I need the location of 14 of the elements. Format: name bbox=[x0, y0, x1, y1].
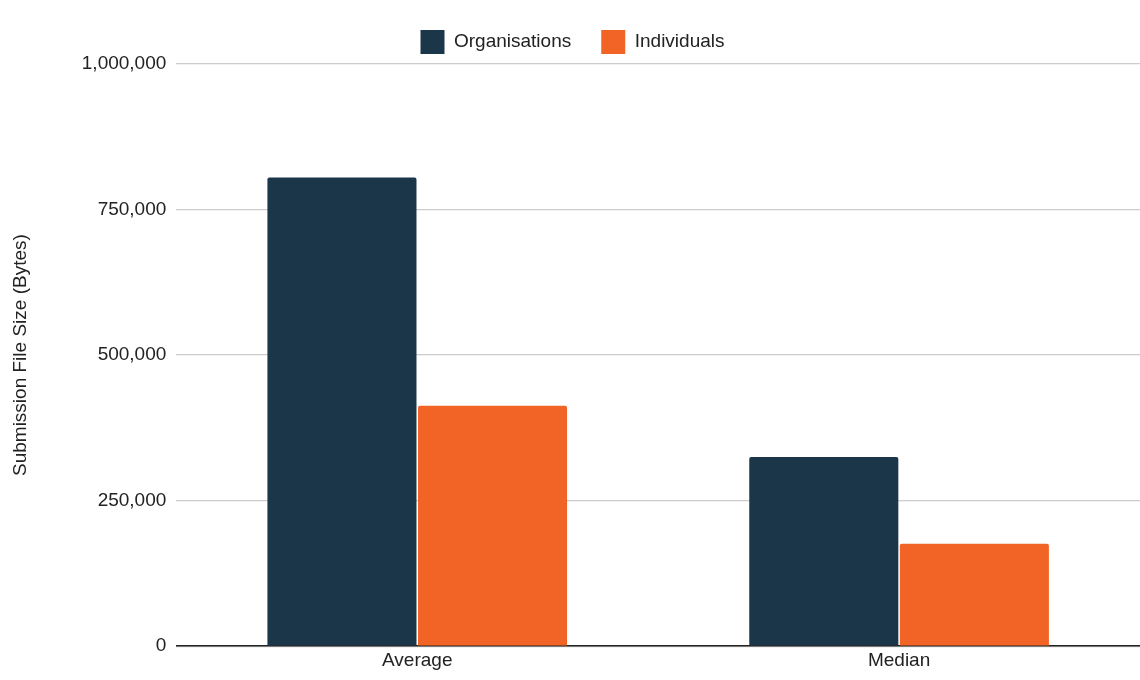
x-tick-label: Median bbox=[867, 648, 931, 670]
y-tick-label: 250,000 bbox=[97, 488, 167, 510]
x-tick-label: Average bbox=[382, 648, 453, 670]
y-tick-label: 500,000 bbox=[97, 343, 167, 365]
bar bbox=[899, 543, 1049, 646]
bar bbox=[749, 456, 899, 646]
bar bbox=[418, 405, 568, 646]
y-tick-label: 1,000,000 bbox=[81, 52, 167, 74]
legend-label: Individuals bbox=[634, 30, 725, 52]
bar bbox=[267, 177, 417, 646]
y-tick-label: 750,000 bbox=[97, 197, 167, 219]
y-axis-title: Submission File Size (Bytes) bbox=[8, 234, 30, 476]
legend-label: Organisations bbox=[454, 30, 572, 52]
y-tick-label: 0 bbox=[155, 634, 167, 656]
